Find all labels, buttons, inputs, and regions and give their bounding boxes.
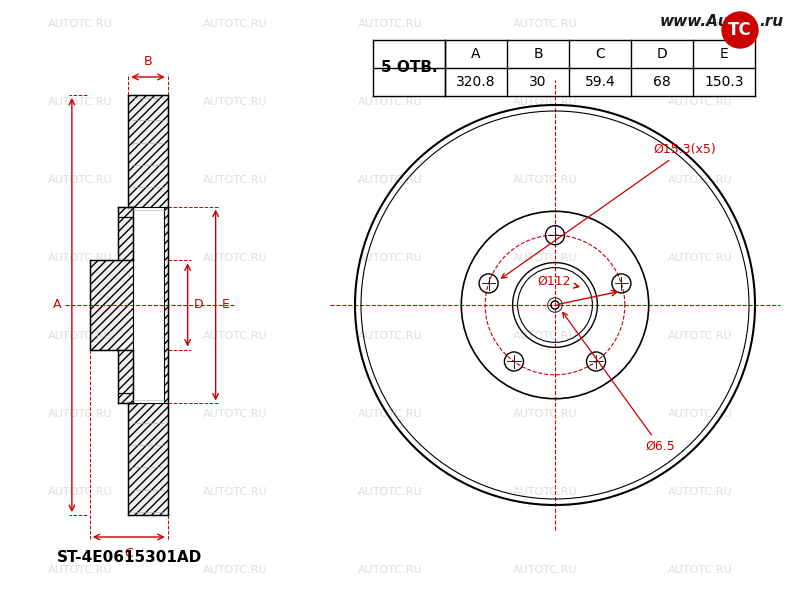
Circle shape: [722, 12, 758, 48]
Text: ST-4E0615301AD: ST-4E0615301AD: [58, 551, 202, 565]
Text: AUTOTC.RU: AUTOTC.RU: [48, 253, 112, 263]
Text: AUTOTC.RU: AUTOTC.RU: [202, 409, 267, 419]
Text: AUTOTC.RU: AUTOTC.RU: [48, 565, 112, 575]
Polygon shape: [118, 350, 134, 394]
Text: AUTOTC.RU: AUTOTC.RU: [202, 19, 267, 29]
Text: AUTOTC.RU: AUTOTC.RU: [202, 253, 267, 263]
Text: AUTOTC.RU: AUTOTC.RU: [668, 175, 732, 185]
Text: AUTOTC.RU: AUTOTC.RU: [668, 331, 732, 341]
Polygon shape: [90, 260, 134, 350]
Text: C: C: [124, 547, 133, 560]
Text: 59.4: 59.4: [585, 75, 615, 89]
Text: AUTOTC.RU: AUTOTC.RU: [358, 97, 422, 107]
Text: AUTOTC.RU: AUTOTC.RU: [513, 487, 578, 497]
Text: 30: 30: [530, 75, 546, 89]
Text: AUTOTC.RU: AUTOTC.RU: [668, 97, 732, 107]
Text: AUTOTC.RU: AUTOTC.RU: [358, 253, 422, 263]
Text: B: B: [533, 47, 543, 61]
Text: AUTOTC.RU: AUTOTC.RU: [202, 175, 267, 185]
Text: TC: TC: [728, 21, 752, 39]
Text: E: E: [720, 47, 728, 61]
Text: AUTOTC.RU: AUTOTC.RU: [358, 409, 422, 419]
Text: AUTOTC.RU: AUTOTC.RU: [513, 331, 578, 341]
Text: 5 ОТВ.: 5 ОТВ.: [381, 61, 438, 76]
Text: .ru: .ru: [759, 14, 783, 29]
Text: 320.8: 320.8: [456, 75, 496, 89]
Text: D: D: [194, 298, 203, 311]
Text: E: E: [222, 298, 230, 311]
Text: AUTOTC.RU: AUTOTC.RU: [513, 175, 578, 185]
Text: www.Auto: www.Auto: [660, 14, 747, 29]
Text: AUTOTC.RU: AUTOTC.RU: [48, 487, 112, 497]
Polygon shape: [118, 217, 134, 260]
Text: C: C: [595, 47, 605, 61]
Polygon shape: [128, 403, 168, 515]
Text: AUTOTC.RU: AUTOTC.RU: [513, 253, 578, 263]
Text: AUTOTC.RU: AUTOTC.RU: [513, 19, 578, 29]
Text: AUTOTC.RU: AUTOTC.RU: [48, 175, 112, 185]
Text: AUTOTC.RU: AUTOTC.RU: [358, 565, 422, 575]
Text: Ø6.5: Ø6.5: [562, 313, 674, 453]
Text: 150.3: 150.3: [704, 75, 744, 89]
Text: AUTOTC.RU: AUTOTC.RU: [668, 19, 732, 29]
Text: B: B: [144, 55, 152, 68]
Text: AUTOTC.RU: AUTOTC.RU: [202, 97, 267, 107]
Text: AUTOTC.RU: AUTOTC.RU: [668, 487, 732, 497]
Text: AUTOTC.RU: AUTOTC.RU: [202, 487, 267, 497]
Text: AUTOTC.RU: AUTOTC.RU: [513, 97, 578, 107]
Text: AUTOTC.RU: AUTOTC.RU: [48, 331, 112, 341]
Text: AUTOTC.RU: AUTOTC.RU: [48, 19, 112, 29]
Text: AUTOTC.RU: AUTOTC.RU: [48, 409, 112, 419]
Text: AUTOTC.RU: AUTOTC.RU: [358, 331, 422, 341]
Text: Ø15.3(x5): Ø15.3(x5): [502, 143, 716, 278]
Text: AUTOTC.RU: AUTOTC.RU: [48, 97, 112, 107]
Text: AUTOTC.RU: AUTOTC.RU: [358, 175, 422, 185]
Text: AUTOTC.RU: AUTOTC.RU: [513, 565, 578, 575]
Text: AUTOTC.RU: AUTOTC.RU: [668, 565, 732, 575]
Text: AUTOTC.RU: AUTOTC.RU: [668, 409, 732, 419]
Polygon shape: [164, 206, 168, 403]
Text: Ø112: Ø112: [537, 275, 578, 288]
Polygon shape: [128, 206, 132, 403]
Text: D: D: [657, 47, 667, 61]
Text: AUTOTC.RU: AUTOTC.RU: [202, 331, 267, 341]
Text: A: A: [54, 298, 62, 311]
Text: AUTOTC.RU: AUTOTC.RU: [358, 19, 422, 29]
Text: AUTOTC.RU: AUTOTC.RU: [202, 565, 267, 575]
Text: AUTOTC.RU: AUTOTC.RU: [668, 253, 732, 263]
Text: AUTOTC.RU: AUTOTC.RU: [513, 409, 578, 419]
Text: 68: 68: [653, 75, 671, 89]
Polygon shape: [128, 95, 168, 206]
Text: AUTOTC.RU: AUTOTC.RU: [358, 487, 422, 497]
Polygon shape: [118, 394, 134, 403]
Polygon shape: [118, 206, 134, 217]
Text: A: A: [471, 47, 481, 61]
